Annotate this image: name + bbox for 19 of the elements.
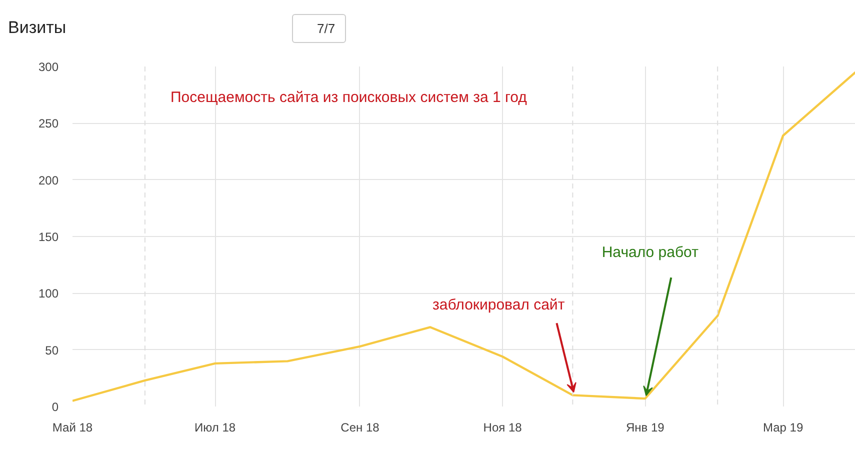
x-tick-label: Май 18: [52, 420, 93, 434]
chart-title: Визиты: [8, 18, 66, 38]
x-tick-label: Янв 19: [626, 420, 665, 434]
y-tick-label: 0: [52, 400, 59, 414]
y-tick-label: 200: [38, 173, 59, 188]
y-tick-label: 300: [38, 60, 59, 74]
x-tick-label: Ноя 18: [483, 420, 522, 434]
y-tick-label: 50: [45, 343, 59, 358]
y-tick-label: 100: [38, 286, 59, 301]
annotation: заблокировал сайт: [432, 296, 565, 314]
x-tick-label: Сен 18: [340, 420, 380, 434]
line-series: [72, 71, 855, 402]
annotation: Начало работ: [602, 244, 699, 262]
text: 7/7: [292, 14, 346, 43]
y-tick-label: 150: [38, 230, 59, 244]
annotation: Посещаемость сайта из поисковых систем за 1 год: [170, 89, 528, 106]
x-tick-label: Июл 18: [194, 420, 236, 434]
x-tick-label: Мар 19: [762, 420, 804, 434]
y-tick-label: 250: [38, 116, 59, 131]
